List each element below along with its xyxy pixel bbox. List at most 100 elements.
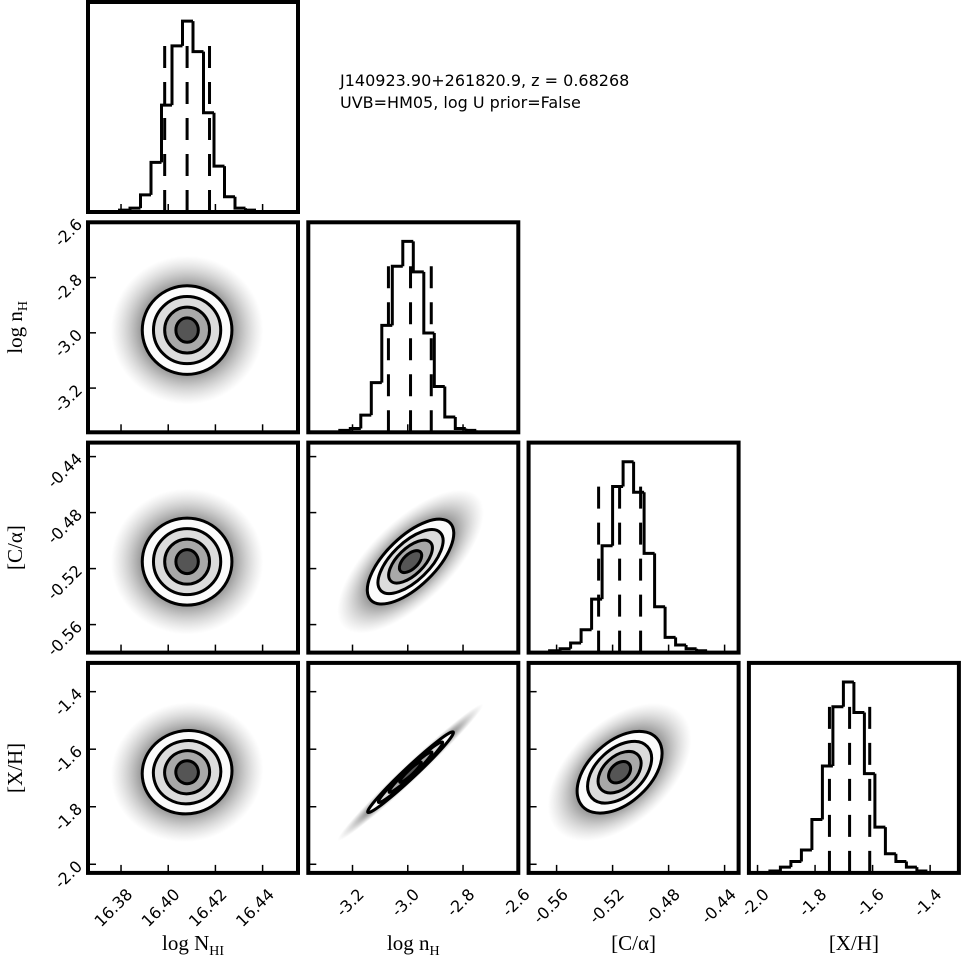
histogram-bin bbox=[233, 196, 246, 210]
histogram-bin bbox=[359, 413, 372, 429]
panel-frame bbox=[526, 440, 741, 655]
histogram-bin bbox=[181, 19, 193, 46]
x-tick-label: -0.48 bbox=[641, 885, 684, 928]
histogram-panel bbox=[748, 680, 959, 873]
histogram-bin bbox=[621, 460, 634, 487]
histogram-bin bbox=[453, 417, 466, 430]
y-axis-label: [C/α] bbox=[3, 525, 27, 570]
histogram-bin bbox=[611, 485, 624, 546]
histogram-bin bbox=[653, 553, 666, 609]
histogram-bin bbox=[904, 861, 917, 869]
joint-panel bbox=[547, 703, 692, 842]
density-contour bbox=[174, 316, 200, 344]
joint-panel bbox=[110, 488, 264, 635]
histogram-bin bbox=[170, 44, 183, 106]
histogram-bin bbox=[799, 848, 812, 862]
histogram-bin bbox=[422, 271, 435, 335]
x-axis-label: [C/α] bbox=[611, 931, 656, 955]
title-line: UVB=HM05, log U prior=False bbox=[340, 93, 581, 112]
histogram-bin bbox=[191, 21, 204, 54]
joint-panel bbox=[110, 702, 264, 843]
x-tick-label: -1.4 bbox=[910, 885, 946, 921]
x-tick-label: -1.6 bbox=[852, 885, 888, 921]
joint-panel bbox=[110, 255, 264, 405]
joint-panel bbox=[337, 489, 484, 634]
joint-panel bbox=[337, 703, 484, 841]
x-tick-label: -2.8 bbox=[443, 885, 479, 921]
x-tick-label: 16.38 bbox=[91, 885, 137, 931]
y-tick-label: -3.0 bbox=[51, 325, 87, 361]
histogram-bin bbox=[810, 817, 823, 850]
histogram-bin bbox=[223, 166, 235, 199]
x-tick-label: 16.40 bbox=[138, 885, 184, 931]
histogram-bin bbox=[915, 867, 928, 873]
y-tick-label: -0.44 bbox=[43, 449, 86, 492]
histogram-panel bbox=[88, 19, 298, 212]
histogram-bin bbox=[558, 647, 571, 651]
histogram-bin bbox=[390, 264, 403, 326]
histogram-panel bbox=[308, 239, 519, 433]
histogram-bin bbox=[443, 386, 456, 419]
histogram-bin bbox=[149, 160, 162, 195]
histogram-bin bbox=[380, 323, 393, 383]
histogram-bin bbox=[873, 773, 886, 829]
histogram-bin bbox=[369, 381, 382, 416]
histogram-bin bbox=[569, 641, 582, 649]
histogram-bin bbox=[212, 112, 225, 168]
density-contour bbox=[397, 549, 424, 575]
panel-frame bbox=[306, 440, 521, 655]
histogram-bin bbox=[778, 865, 791, 871]
histogram-bin bbox=[883, 827, 896, 856]
histogram-bin bbox=[632, 461, 645, 494]
y-tick-label: -2.6 bbox=[51, 215, 87, 251]
x-axis-label: log nH bbox=[387, 931, 440, 959]
density-contour bbox=[607, 760, 633, 785]
histogram-bin bbox=[862, 712, 875, 776]
histogram-bin bbox=[820, 764, 833, 820]
histogram-bin bbox=[464, 428, 477, 432]
density-contour bbox=[398, 760, 423, 784]
histogram-bin bbox=[841, 680, 854, 707]
y-tick-label: -0.56 bbox=[43, 617, 86, 660]
histogram-bin bbox=[160, 103, 172, 163]
panel-frame bbox=[86, 220, 300, 435]
density-contour bbox=[174, 759, 200, 786]
y-tick-label: -2.0 bbox=[51, 857, 87, 893]
y-tick-label: -0.48 bbox=[43, 505, 86, 548]
x-tick-label: -3.0 bbox=[388, 885, 424, 921]
x-tick-label: -2.6 bbox=[498, 885, 534, 921]
histogram-bin bbox=[411, 241, 424, 274]
y-tick-label: -3.2 bbox=[51, 381, 87, 417]
histogram-bin bbox=[663, 606, 676, 639]
histogram-panel bbox=[528, 460, 739, 653]
panel-frame bbox=[306, 220, 521, 435]
x-axis-label: log NHI bbox=[162, 931, 224, 959]
y-tick-label: -1.8 bbox=[51, 799, 87, 835]
panel-frame bbox=[86, 660, 300, 875]
x-tick-label: -0.56 bbox=[529, 885, 572, 928]
x-axis-label: [X/H] bbox=[829, 931, 879, 955]
histogram-bin bbox=[579, 628, 592, 644]
histogram-bin bbox=[684, 644, 697, 651]
histogram-bin bbox=[852, 681, 865, 715]
histogram-bin bbox=[202, 51, 214, 115]
x-tick-label: -1.8 bbox=[795, 885, 831, 921]
histogram-bin bbox=[674, 637, 687, 647]
panel-frame bbox=[526, 660, 741, 875]
histogram-bin bbox=[600, 544, 613, 600]
histogram-bin bbox=[695, 648, 708, 653]
x-tick-label: -0.52 bbox=[585, 885, 628, 928]
y-tick-label: -1.6 bbox=[51, 742, 87, 778]
histogram-bin bbox=[244, 208, 256, 212]
histogram-bin bbox=[432, 333, 445, 388]
panel-frame bbox=[86, 440, 300, 655]
histogram-bin bbox=[590, 597, 603, 630]
panel-frame bbox=[306, 660, 521, 875]
histogram-bin bbox=[642, 492, 655, 555]
histogram-bin bbox=[348, 426, 361, 431]
x-tick-label: 16.42 bbox=[185, 885, 231, 931]
panel-frame bbox=[746, 660, 961, 875]
histogram-bin bbox=[894, 853, 907, 863]
y-tick-label: -1.4 bbox=[51, 684, 87, 720]
